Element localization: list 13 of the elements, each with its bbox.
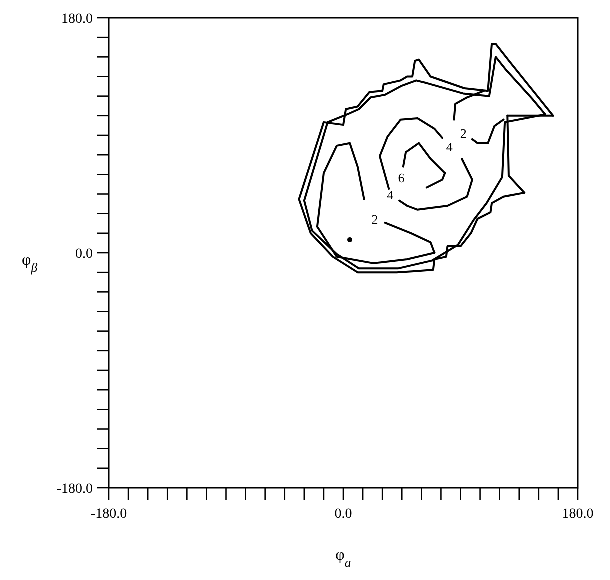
x-axis-title: φ$_{a}$ <box>336 547 352 570</box>
y-tick-label: 0.0 <box>76 247 93 262</box>
x-tick-label: 180.0 <box>562 507 594 522</box>
series-label: 4 <box>387 188 394 203</box>
series-label: 2 <box>372 212 378 227</box>
y-tick-label: -180.0 <box>56 482 93 497</box>
series-label: 4 <box>446 139 454 154</box>
y-tick-label: 180.0 <box>62 12 93 27</box>
x-tick-label: -180.0 <box>90 507 128 522</box>
y-axis-title: φ$_{β}$ <box>22 252 38 275</box>
series-label: 2 <box>460 126 467 141</box>
x-tick-label: 0.0 <box>334 507 352 522</box>
series-label: 6 <box>398 170 406 186</box>
